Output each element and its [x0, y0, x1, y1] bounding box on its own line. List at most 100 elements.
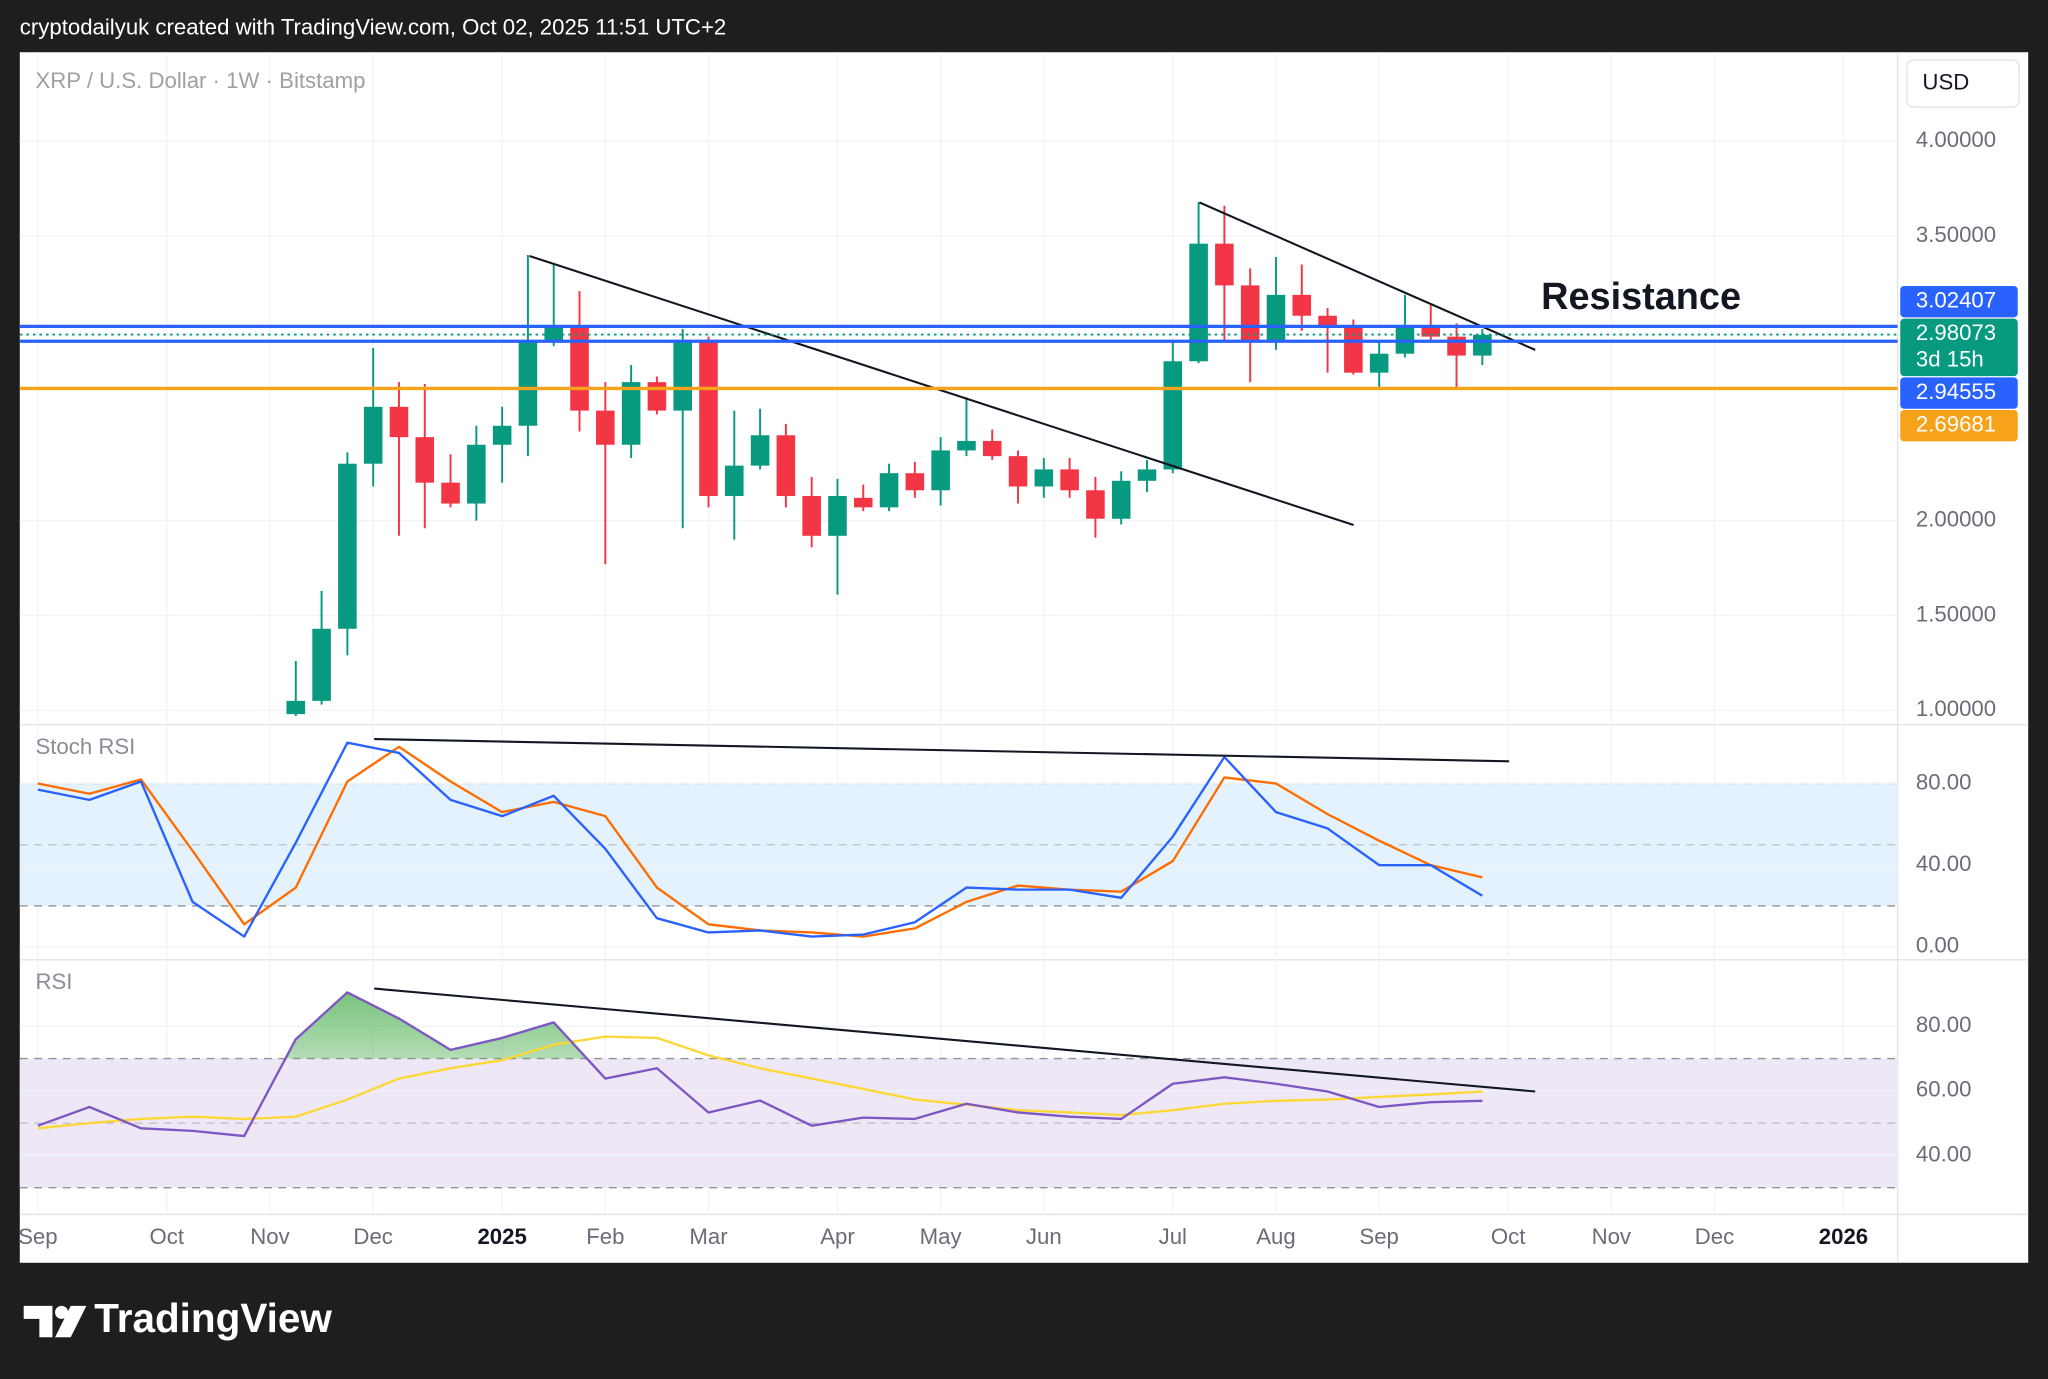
candle-body: [1086, 490, 1105, 519]
x-tick-label: Jun: [1026, 1224, 1062, 1249]
candle-body: [1008, 456, 1028, 487]
plot-layer: Sep Oct Nov Dec 2025 Feb Mar Apr May Jun Jul Aug Sep…: [18, 52, 2029, 1263]
candle-body: [982, 440, 1002, 457]
candle-body: [905, 473, 925, 491]
price-level-label: 2.69681: [1916, 412, 1996, 437]
y-tick-label: 1.50000: [1916, 601, 1996, 626]
y-tick-label: 80.00: [1916, 1012, 1972, 1037]
candle-body: [1395, 325, 1415, 354]
candle-body: [1060, 469, 1079, 491]
y-tick-label: 1.00000: [1916, 696, 1996, 721]
x-tick-label: 2026: [1819, 1224, 1868, 1249]
candle-body: [673, 340, 692, 411]
currency-label[interactable]: USD: [1922, 69, 1969, 94]
candle-body: [621, 382, 641, 445]
candle-body: [286, 700, 306, 715]
candle-body: [544, 325, 564, 341]
candle-body: [1137, 469, 1157, 481]
candle-body: [1215, 243, 1234, 286]
overbought-fill: [285, 992, 587, 1059]
price-level-tag: [1900, 377, 2018, 409]
candle-body: [776, 435, 796, 496]
candle-body: [338, 463, 357, 629]
band-fill: [19, 1058, 1898, 1188]
symbol-title: XRP / U.S. Dollar · 1W · Bitstamp: [35, 68, 365, 93]
candle-body: [879, 473, 899, 508]
candle-body: [647, 382, 667, 411]
candle-body: [1344, 325, 1363, 373]
y-tick-label: 40.00: [1916, 1141, 1972, 1166]
annotation: Resistance: [1541, 276, 1741, 318]
x-tick-label: Feb: [586, 1224, 624, 1249]
price-level-tag: [1900, 410, 2018, 442]
x-tick-label: Oct: [1491, 1224, 1526, 1249]
x-tick-label: Dec: [353, 1224, 392, 1249]
candle-body: [363, 406, 383, 464]
y-tick-label: 40.00: [1916, 851, 1972, 876]
x-tick-label: Mar: [689, 1224, 728, 1249]
candle-body: [853, 497, 873, 508]
brand-logo: [23, 1305, 87, 1338]
candle-body: [389, 406, 409, 438]
brand-name: TradingView: [94, 1295, 332, 1341]
candle-body: [828, 495, 847, 536]
candle-body: [596, 410, 615, 445]
x-tick-label: 2025: [477, 1224, 526, 1249]
x-tick-label: Sep: [18, 1224, 57, 1249]
x-tick-label: Jul: [1159, 1224, 1187, 1249]
price-level-tag: [1900, 318, 2018, 377]
price-level-label: 2.94555: [1916, 379, 1996, 404]
trendline: [529, 254, 1354, 526]
candle-body: [1163, 361, 1183, 470]
y-tick-label: 2.00000: [1916, 506, 1996, 531]
price-level-label: 3.02407: [1916, 288, 1996, 313]
price-level-label: 2.98073: [1916, 320, 1996, 345]
candle-body: [1421, 325, 1441, 337]
panel-title: Stoch RSI: [35, 734, 135, 759]
y-tick-label: 80.00: [1916, 769, 1972, 794]
candle-body: [1189, 243, 1208, 362]
y-tick-label: 4.00000: [1916, 127, 1996, 152]
logo-mark: [55, 1305, 87, 1338]
candle-body: [570, 325, 589, 411]
currency-button[interactable]: [1906, 59, 2020, 108]
x-tick-label: Nov: [250, 1224, 290, 1249]
price-level-tag: [1900, 285, 2018, 318]
x-tick-label: Nov: [1592, 1224, 1632, 1249]
candle-body: [1447, 336, 1466, 356]
candle-body: [1318, 315, 1337, 326]
candle-body: [957, 440, 976, 451]
bar-countdown: 3d 15h: [1916, 346, 1984, 371]
candle-body: [750, 435, 770, 466]
x-tick-label: Oct: [150, 1224, 185, 1249]
series-line: [37, 1035, 1483, 1130]
logo-mark: [55, 1305, 69, 1319]
logo-mark: [23, 1305, 53, 1338]
candle-body: [802, 495, 821, 536]
candle-body: [312, 628, 331, 701]
band-fill: [19, 783, 1898, 906]
y-tick-label: 0.00: [1916, 933, 1959, 958]
header-text: cryptodailyuk created with TradingView.c…: [20, 15, 726, 40]
candle-body: [699, 340, 718, 496]
candle-body: [1369, 353, 1389, 373]
candle-body: [415, 437, 435, 483]
trendline: [374, 987, 1536, 1093]
x-tick-label: Dec: [1695, 1224, 1734, 1249]
candle-body: [492, 425, 512, 445]
candle-body: [1240, 285, 1260, 341]
candle-body: [1473, 334, 1492, 356]
candle-body: [1034, 469, 1054, 487]
x-tick-label: May: [920, 1224, 963, 1249]
x-tick-label: Aug: [1256, 1224, 1295, 1249]
candle-body: [725, 465, 744, 496]
candle-body: [467, 444, 486, 504]
candle-body: [1266, 294, 1286, 341]
x-tick-label: Sep: [1359, 1224, 1398, 1249]
candle-body: [518, 340, 538, 426]
candle-body: [1111, 480, 1131, 519]
trendline: [374, 737, 1510, 763]
candle-body: [931, 450, 950, 491]
x-tick-label: Apr: [820, 1224, 855, 1249]
